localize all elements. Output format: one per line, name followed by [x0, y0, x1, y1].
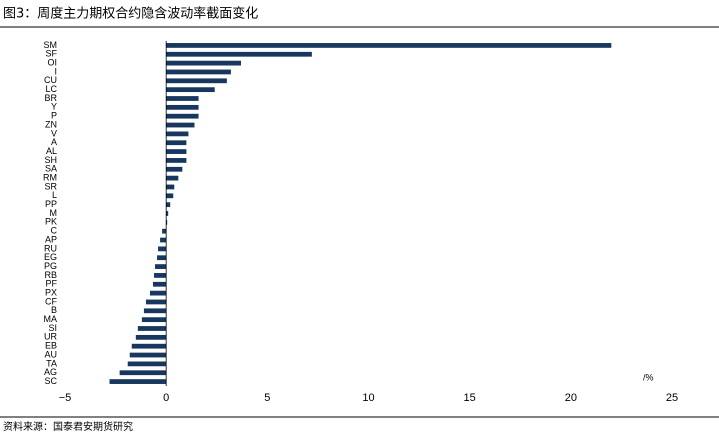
bar — [158, 246, 167, 252]
bar — [166, 202, 171, 208]
y-tick-label: SH — [44, 155, 57, 165]
y-tick-label: RU — [44, 243, 57, 253]
x-tick-label: 10 — [362, 392, 374, 404]
x-tick-label: −5 — [59, 392, 72, 404]
y-tick-label: AP — [45, 234, 57, 244]
bar — [166, 96, 199, 101]
x-tick-label: 15 — [464, 392, 476, 404]
y-tick-label: OI — [47, 57, 57, 67]
y-tick-label: M — [50, 208, 58, 218]
bar — [166, 69, 231, 75]
y-tick-label: SI — [48, 323, 57, 333]
bar — [166, 104, 199, 110]
x-tick-label: 0 — [163, 392, 169, 404]
y-tick-label: P — [51, 111, 57, 121]
y-tick-label: Y — [51, 102, 57, 112]
y-tick-label: RB — [44, 270, 57, 280]
bar — [119, 370, 167, 376]
y-tick-label: A — [51, 137, 57, 147]
bar — [166, 87, 215, 93]
bar — [166, 140, 187, 146]
bar — [129, 352, 167, 358]
y-tick-label: V — [51, 128, 57, 138]
y-tick-label: L — [52, 190, 57, 200]
bar — [145, 299, 167, 305]
y-tick-label: I — [54, 66, 57, 76]
bar — [166, 158, 187, 163]
bar — [166, 211, 169, 216]
y-tick-label: MA — [44, 314, 58, 324]
y-tick-label: AU — [44, 349, 57, 359]
bar — [166, 43, 612, 48]
bar — [166, 122, 195, 128]
bar — [166, 78, 227, 84]
x-tick-label: 20 — [565, 392, 577, 404]
y-tick-label: CF — [45, 296, 57, 306]
y-tick-label: EG — [44, 252, 57, 262]
bar — [166, 193, 174, 199]
y-tick-label: BR — [44, 93, 57, 103]
bar — [127, 361, 167, 367]
bar — [131, 343, 167, 349]
y-tick-label: AL — [46, 146, 57, 156]
bar — [166, 166, 183, 172]
bar — [155, 264, 167, 269]
y-tick-label: SR — [44, 181, 57, 191]
bar — [153, 281, 167, 287]
x-tick-label: 5 — [264, 392, 270, 404]
bar — [109, 379, 167, 384]
bar — [166, 149, 187, 154]
bar — [137, 326, 167, 331]
bar — [135, 334, 167, 340]
y-tick-label: AG — [44, 367, 57, 377]
bar — [143, 308, 167, 314]
bar — [166, 175, 179, 181]
bar — [166, 60, 242, 66]
bar — [160, 237, 167, 243]
bar — [141, 317, 167, 323]
y-tick-label: CU — [44, 75, 57, 85]
y-tick-label: TA — [46, 358, 57, 368]
y-tick-label: RM — [43, 172, 57, 182]
bar — [166, 113, 199, 119]
y-tick-label: PP — [45, 199, 57, 209]
x-tick-label: 25 — [666, 392, 678, 404]
source-note: 资料来源：国泰君安期货研究 — [3, 420, 133, 433]
unit-label: /% — [643, 372, 654, 382]
bar — [154, 273, 167, 278]
y-tick-label: SC — [44, 376, 57, 386]
y-tick-label: ZN — [45, 119, 57, 129]
bar — [162, 228, 167, 234]
y-tick-label: SF — [45, 49, 57, 59]
y-tick-label: C — [51, 226, 58, 236]
bar — [166, 51, 312, 57]
bar — [157, 255, 167, 261]
y-tick-label: B — [51, 305, 57, 315]
y-tick-label: PF — [45, 279, 57, 289]
bar — [166, 131, 189, 137]
y-tick-label: LC — [45, 84, 57, 94]
y-tick-label: PG — [44, 261, 57, 271]
y-tick-label: PX — [45, 287, 57, 297]
y-tick-label: SM — [44, 40, 58, 50]
y-tick-label: UR — [44, 332, 57, 342]
bar — [149, 290, 167, 296]
y-tick-label: PK — [45, 217, 57, 227]
y-tick-label: SA — [45, 164, 57, 174]
bar — [166, 219, 168, 225]
bar — [166, 184, 175, 190]
chart-title: 图3：周度主力期权合约隐含波动率截面变化 — [3, 6, 258, 22]
y-tick-label: EB — [45, 341, 57, 351]
